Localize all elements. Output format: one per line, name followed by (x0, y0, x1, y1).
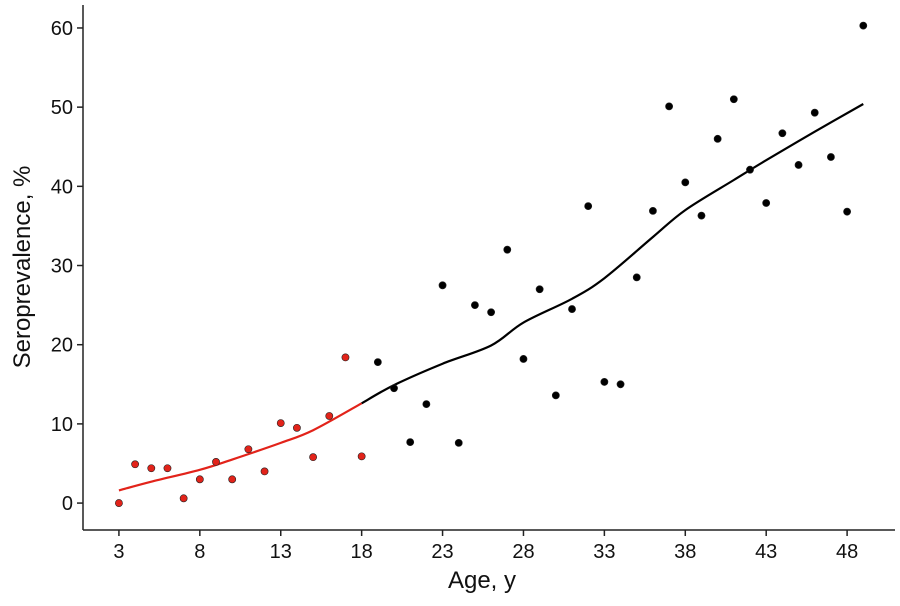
point (551, 391, 560, 400)
point (212, 458, 220, 466)
point (616, 380, 625, 389)
x-tick-label: 18 (351, 541, 373, 563)
point (390, 384, 398, 393)
x-tick-label: 8 (194, 541, 205, 563)
point (535, 285, 544, 294)
point (341, 353, 350, 362)
point (762, 199, 771, 207)
point (827, 153, 835, 161)
y-tick-label: 10 (51, 414, 73, 436)
y-tick-label: 50 (51, 97, 73, 119)
point (422, 400, 431, 408)
point (600, 378, 609, 386)
point (260, 467, 269, 476)
y-tick-label: 0 (62, 493, 73, 515)
x-tick-label: 13 (270, 541, 292, 563)
point (859, 21, 868, 30)
point (519, 355, 528, 363)
y-tick-label: 20 (51, 335, 73, 357)
smooth-line (118, 402, 363, 492)
point (293, 423, 301, 432)
point (681, 178, 690, 187)
point (487, 308, 496, 317)
point (649, 206, 657, 215)
point (843, 207, 852, 216)
point (357, 452, 366, 461)
point (697, 211, 706, 220)
point (794, 161, 803, 169)
point (325, 412, 334, 420)
x-tick-label: 48 (836, 541, 858, 563)
point (115, 499, 123, 507)
y-axis-title: Seroprevalence, % (9, 166, 36, 369)
x-axis-title: Age, y (448, 567, 516, 594)
y-tick-label: 40 (51, 176, 73, 198)
x-tick-label: 43 (755, 541, 777, 563)
point (228, 475, 237, 484)
point (503, 245, 512, 254)
point (438, 281, 447, 290)
y-tick-label: 30 (51, 256, 73, 278)
point (309, 453, 318, 462)
x-tick-label: 38 (674, 541, 696, 563)
point (406, 438, 415, 447)
x-tick-label: 23 (431, 541, 453, 563)
point (568, 305, 576, 313)
point (746, 165, 754, 174)
point (454, 438, 463, 447)
point (163, 464, 172, 473)
point (810, 108, 819, 117)
x-tick-label: 3 (113, 541, 124, 563)
point (373, 358, 382, 367)
x-tick-label: 28 (512, 541, 534, 563)
point (729, 95, 738, 104)
x-tick-label: 33 (593, 541, 615, 563)
point (713, 134, 722, 143)
point (665, 102, 674, 111)
point (471, 301, 479, 310)
point (244, 445, 253, 454)
point (276, 419, 285, 427)
smooth-line (361, 103, 864, 405)
point (179, 494, 188, 503)
point (195, 475, 204, 484)
point (147, 464, 156, 473)
point (131, 460, 140, 469)
point (778, 129, 787, 138)
point (584, 202, 593, 211)
y-tick-label: 60 (51, 18, 73, 40)
point (632, 273, 641, 282)
